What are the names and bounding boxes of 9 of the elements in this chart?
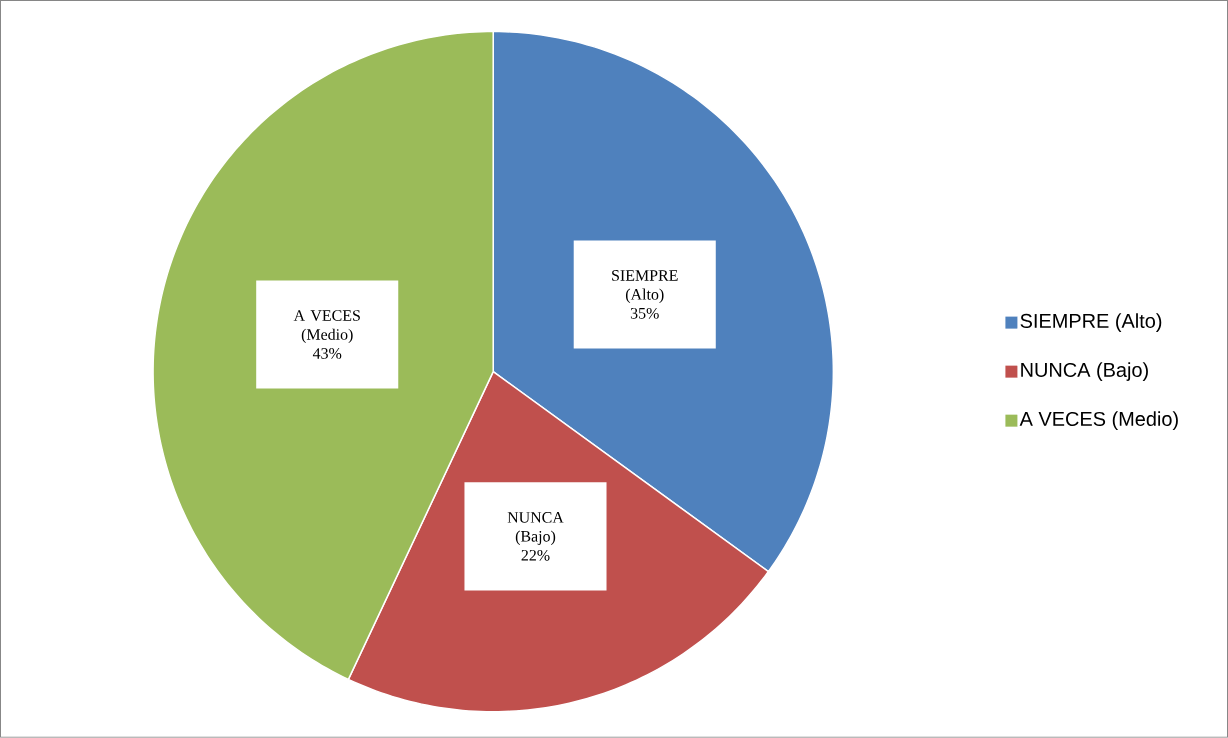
data-label: 43%: [312, 348, 342, 359]
legend-label: SIEMPRE (Alto): [1020, 313, 1162, 333]
data-label: 35%: [630, 308, 659, 319]
slice-label: NUNCA (Bajo): [507, 512, 564, 546]
legend-label: A VECES (Medio): [1019, 411, 1178, 431]
slice-label: SIEMPRE (Alto): [612, 270, 678, 304]
slice-label: A VECES (Medio): [293, 310, 360, 344]
data-label: 22%: [521, 549, 550, 561]
legend-label: NUNCA (Bajo): [1021, 362, 1148, 382]
